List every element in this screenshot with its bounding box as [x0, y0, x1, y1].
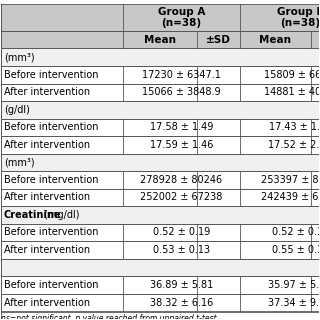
Text: 17.43 ± 1.78: 17.43 ± 1.78 — [268, 122, 320, 132]
Text: 0.52 ± 0.19: 0.52 ± 0.19 — [153, 228, 210, 237]
Text: Before intervention: Before intervention — [4, 228, 98, 237]
Text: Before intervention: Before intervention — [4, 70, 98, 80]
Bar — [1, 224, 320, 241]
Bar — [1, 84, 320, 101]
Bar — [1, 31, 320, 49]
Text: ns=not significant, p value reached from unpaired t-test: ns=not significant, p value reached from… — [1, 314, 216, 320]
Text: ±SD: ±SD — [206, 35, 231, 45]
Text: 14881 ± 4025.: 14881 ± 4025. — [264, 87, 320, 97]
Text: Group B
(n=38): Group B (n=38) — [276, 7, 320, 28]
Text: 0.52 ± 0.15: 0.52 ± 0.15 — [271, 228, 320, 237]
Text: (mg/dl): (mg/dl) — [41, 210, 79, 220]
Text: Creatinine: Creatinine — [4, 210, 61, 220]
Text: 35.97 ± 5.60: 35.97 ± 5.60 — [268, 280, 320, 290]
Text: 17.59 ± 1.46: 17.59 ± 1.46 — [150, 140, 213, 150]
Text: Before intervention: Before intervention — [4, 280, 98, 290]
Bar — [1, 241, 320, 259]
Text: Before intervention: Before intervention — [4, 122, 98, 132]
Bar — [1, 171, 320, 189]
Text: (mm³): (mm³) — [4, 157, 35, 167]
Text: (g/dl): (g/dl) — [4, 105, 30, 115]
Text: After intervention: After intervention — [4, 87, 90, 97]
Text: Group A
(n=38): Group A (n=38) — [158, 7, 205, 28]
Text: After intervention: After intervention — [4, 192, 90, 203]
Text: Mean: Mean — [144, 35, 176, 45]
Text: After intervention: After intervention — [4, 140, 90, 150]
Text: (mm³): (mm³) — [4, 52, 35, 62]
Text: Before intervention: Before intervention — [4, 175, 98, 185]
Text: 252002 ± 67238: 252002 ± 67238 — [140, 192, 223, 203]
Bar — [1, 259, 320, 276]
Text: After intervention: After intervention — [4, 245, 90, 255]
Text: After intervention: After intervention — [4, 298, 90, 308]
Text: 0.53 ± 0.13: 0.53 ± 0.13 — [153, 245, 210, 255]
Text: 0.55 ± 0.15: 0.55 ± 0.15 — [271, 245, 320, 255]
Text: 15066 ± 3848.9: 15066 ± 3848.9 — [142, 87, 221, 97]
Text: 17230 ± 6347.1: 17230 ± 6347.1 — [142, 70, 221, 80]
Text: 36.89 ± 5.81: 36.89 ± 5.81 — [150, 280, 213, 290]
Bar — [1, 276, 320, 294]
Bar — [1, 136, 320, 154]
Text: 15809 ± 6654.: 15809 ± 6654. — [264, 70, 320, 80]
Text: 242439 ± 6566.: 242439 ± 6566. — [261, 192, 320, 203]
Text: 253397 ± 8669.: 253397 ± 8669. — [261, 175, 320, 185]
Text: 37.34 ± 9.55: 37.34 ± 9.55 — [268, 298, 320, 308]
Bar — [1, 189, 320, 206]
Bar — [1, 154, 320, 171]
Text: 17.52 ± 2.07: 17.52 ± 2.07 — [268, 140, 320, 150]
Text: 17.58 ± 1.49: 17.58 ± 1.49 — [150, 122, 213, 132]
Text: 278928 ± 80246: 278928 ± 80246 — [140, 175, 223, 185]
Bar — [1, 4, 320, 31]
Text: Mean: Mean — [260, 35, 292, 45]
Text: 38.32 ± 6.16: 38.32 ± 6.16 — [150, 298, 213, 308]
Bar — [1, 49, 320, 66]
Bar — [1, 66, 320, 84]
Bar — [1, 206, 320, 224]
Bar — [1, 119, 320, 136]
Bar — [1, 101, 320, 119]
Bar — [1, 294, 320, 311]
